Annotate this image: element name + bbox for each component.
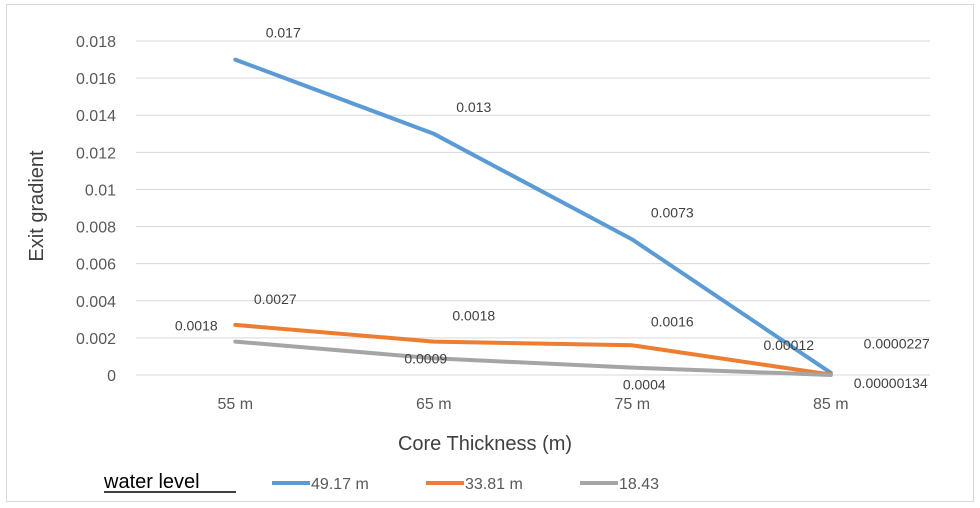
chart-frame: [6, 4, 974, 502]
x-tick-label-1: 65 m: [416, 396, 452, 413]
legend-title: water level: [103, 471, 200, 493]
y-tick-label-1: 0.002: [76, 331, 116, 348]
y-axis-title: Exit gradient: [26, 150, 48, 262]
data-label-s0-p1: 0.013: [456, 99, 491, 115]
data-label-s0-p3: 0.00012: [763, 337, 814, 353]
y-tick-label-3: 0.006: [76, 257, 116, 274]
series-lines: [233, 57, 833, 377]
data-label-s2-p3: 0.00000134: [854, 375, 928, 391]
legend: water level 49.17 m 33.81 m 18.43: [103, 471, 659, 493]
x-axis-ticks: 55 m 65 m 75 m 85 m: [217, 396, 848, 413]
series-line-1: [233, 322, 833, 377]
y-tick-label-2: 0.004: [76, 294, 116, 311]
y-tick-label-7: 0.014: [76, 108, 116, 125]
y-tick-label-0: 0: [107, 368, 116, 385]
x-tick-label-2: 75 m: [614, 396, 650, 413]
data-label-s0-p2: 0.0073: [651, 205, 694, 221]
legend-label-49-17: 49.17 m: [311, 476, 369, 493]
x-axis-title: Core Thickness (m): [398, 433, 572, 455]
series-line-0: [233, 57, 833, 375]
data-label-s1-p3: 0.0000227: [864, 336, 930, 352]
data-label-s1-p0: 0.0027: [254, 291, 297, 307]
data-label-s2-p2: 0.0004: [623, 377, 666, 393]
y-tick-label-5: 0.01: [85, 182, 116, 199]
series-line-2: [233, 339, 833, 377]
data-label-s1-p1: 0.0018: [452, 308, 495, 324]
x-tick-label-0: 55 m: [217, 396, 253, 413]
legend-label-18-43: 18.43: [619, 476, 659, 493]
y-tick-label-6: 0.012: [76, 145, 116, 162]
y-tick-label-9: 0.018: [76, 34, 116, 51]
data-label-s2-p1: 0.0009: [404, 350, 447, 366]
data-label-s1-p2: 0.0016: [651, 313, 694, 329]
x-tick-label-3: 85 m: [813, 396, 849, 413]
legend-label-33-81: 33.81 m: [465, 476, 523, 493]
data-label-s2-p0: 0.0018: [175, 318, 218, 334]
y-tick-label-8: 0.016: [76, 71, 116, 88]
y-tick-label-4: 0.008: [76, 220, 116, 237]
data-labels: 0.017 0.013 0.0073 0.00012 0.0027 0.0018 0.001…: [175, 25, 930, 393]
data-label-s0-p0: 0.017: [266, 25, 301, 41]
y-axis-ticks: 0 0.002 0.004 0.006 0.008 0.01 0.012 0.014 0.016…: [76, 34, 116, 385]
